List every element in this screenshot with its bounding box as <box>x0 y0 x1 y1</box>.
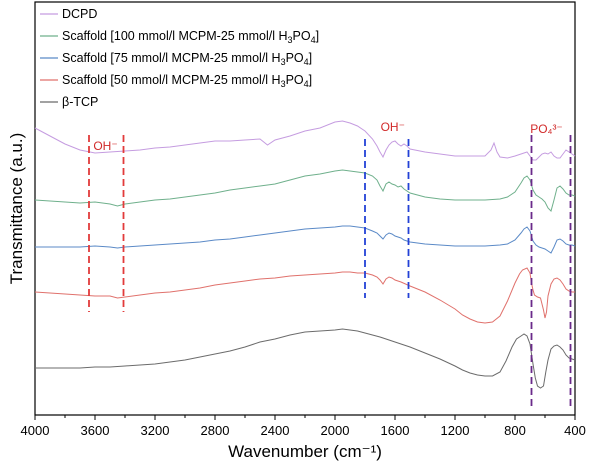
x-tick-label-800: 800 <box>504 423 526 438</box>
x-tick-label-2400: 2400 <box>261 423 290 438</box>
series-lines <box>34 120 576 389</box>
x-tick-label-1600: 1600 <box>381 423 410 438</box>
x-tick-label-3200: 3200 <box>141 423 170 438</box>
legend-entry-2: Scaffold [100 mmol/l MCPM-25 mmol/l H3PO… <box>62 29 319 45</box>
series-line-3 <box>35 225 576 254</box>
x-tick-label-2800: 2800 <box>201 423 230 438</box>
series-line-4 <box>34 267 575 324</box>
legend-entry-1: DCPD <box>62 7 97 21</box>
legend-entry-4: Scaffold [50 mmol/l MCPM-25 mmol/l H3PO4… <box>62 73 312 89</box>
x-tick-label-4000: 4000 <box>21 423 50 438</box>
annotation-label-1: OH⁻ <box>93 139 117 153</box>
legend-entry-5: β-TCP <box>62 95 98 109</box>
y-axis-title: Transmittance (a.u.) <box>7 133 26 284</box>
annotations: OH⁻ OH⁻ PO₄³⁻ <box>88 120 572 410</box>
annotation-label-3: PO₄³⁻ <box>530 122 563 136</box>
x-tick-label-400: 400 <box>564 423 586 438</box>
series-line-1 <box>34 120 576 161</box>
x-axis: 4000 3600 3200 2800 2400 2000 1600 1200 800 400 <box>21 415 586 438</box>
x-tick-label-2000: 2000 <box>321 423 350 438</box>
series-line-5 <box>35 328 576 389</box>
legend: DCPD Scaffold [100 mmol/l MCPM-25 mmol/l … <box>40 7 319 109</box>
series-line-2 <box>34 169 576 212</box>
legend-entry-3: Scaffold [75 mmol/l MCPM-25 mmol/l H3PO4… <box>62 51 312 67</box>
annotation-label-2: OH⁻ <box>381 120 405 134</box>
x-tick-label-1200: 1200 <box>441 423 470 438</box>
x-axis-title: Wavenumber (cm⁻¹) <box>228 442 382 461</box>
x-tick-label-3600: 3600 <box>81 423 110 438</box>
